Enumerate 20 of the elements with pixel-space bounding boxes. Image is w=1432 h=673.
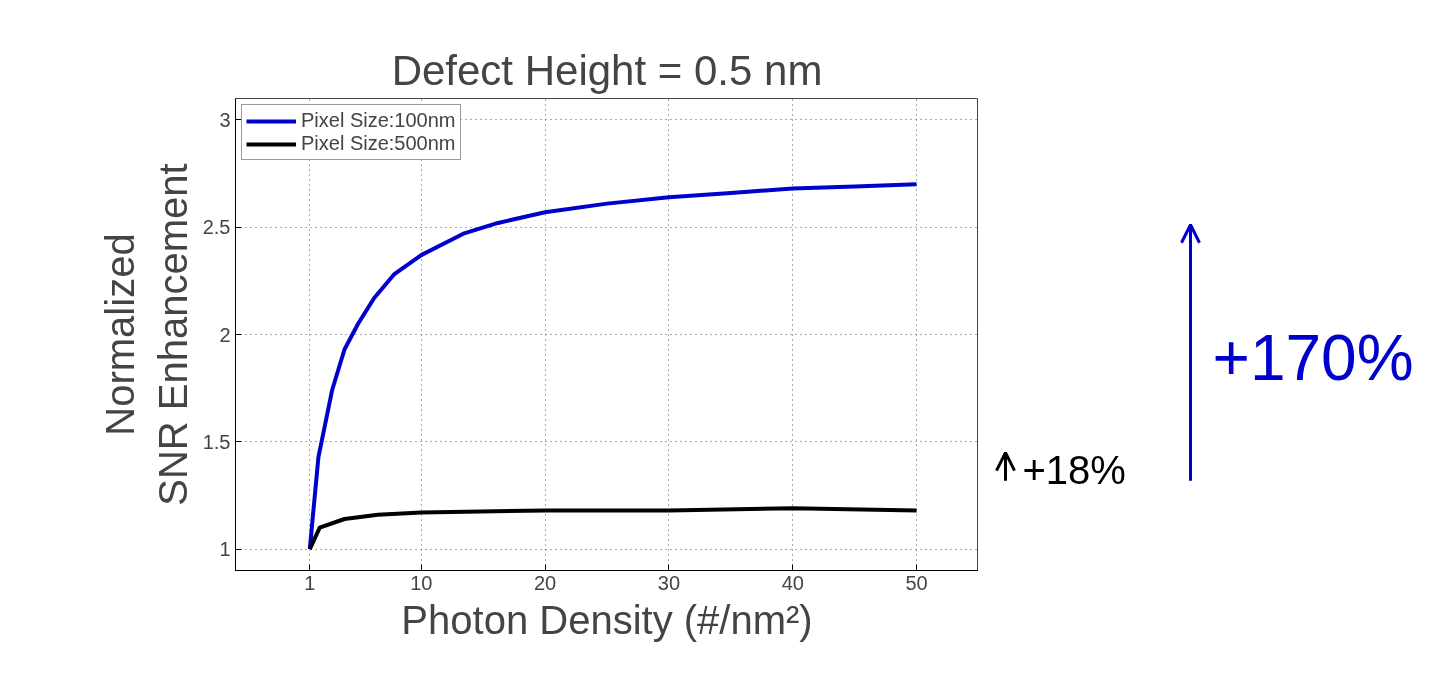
x-tick-label: 10	[410, 571, 433, 594]
y-axis-title: Normalized SNR Enhancement	[97, 163, 195, 506]
line-series	[307, 506, 919, 552]
x-tick-label: 1	[304, 571, 316, 594]
text: +18%	[1022, 448, 1126, 493]
y-tick-label: 2.5	[202, 216, 231, 239]
line-series	[307, 182, 919, 552]
chart-title: Defect Height = 0.5 nm	[391, 46, 823, 94]
y-tick-label: 1.5	[202, 430, 231, 453]
legend-label: Pixel Size:100nm	[301, 109, 456, 132]
x-tick-label: 30	[657, 571, 681, 594]
x-tick-label: 50	[905, 571, 928, 594]
x-axis-title: Photon Density (#/nm²)	[401, 597, 813, 642]
y-tick-label: 2	[219, 323, 231, 346]
x-tick-label: 40	[781, 571, 804, 594]
x-tick-label: 20	[533, 571, 557, 594]
y-tick-label: 3	[219, 108, 231, 131]
y-tick-label: 1	[219, 538, 231, 561]
legend-label: Pixel Size:500nm	[301, 132, 456, 155]
text: +170%	[1212, 321, 1414, 394]
